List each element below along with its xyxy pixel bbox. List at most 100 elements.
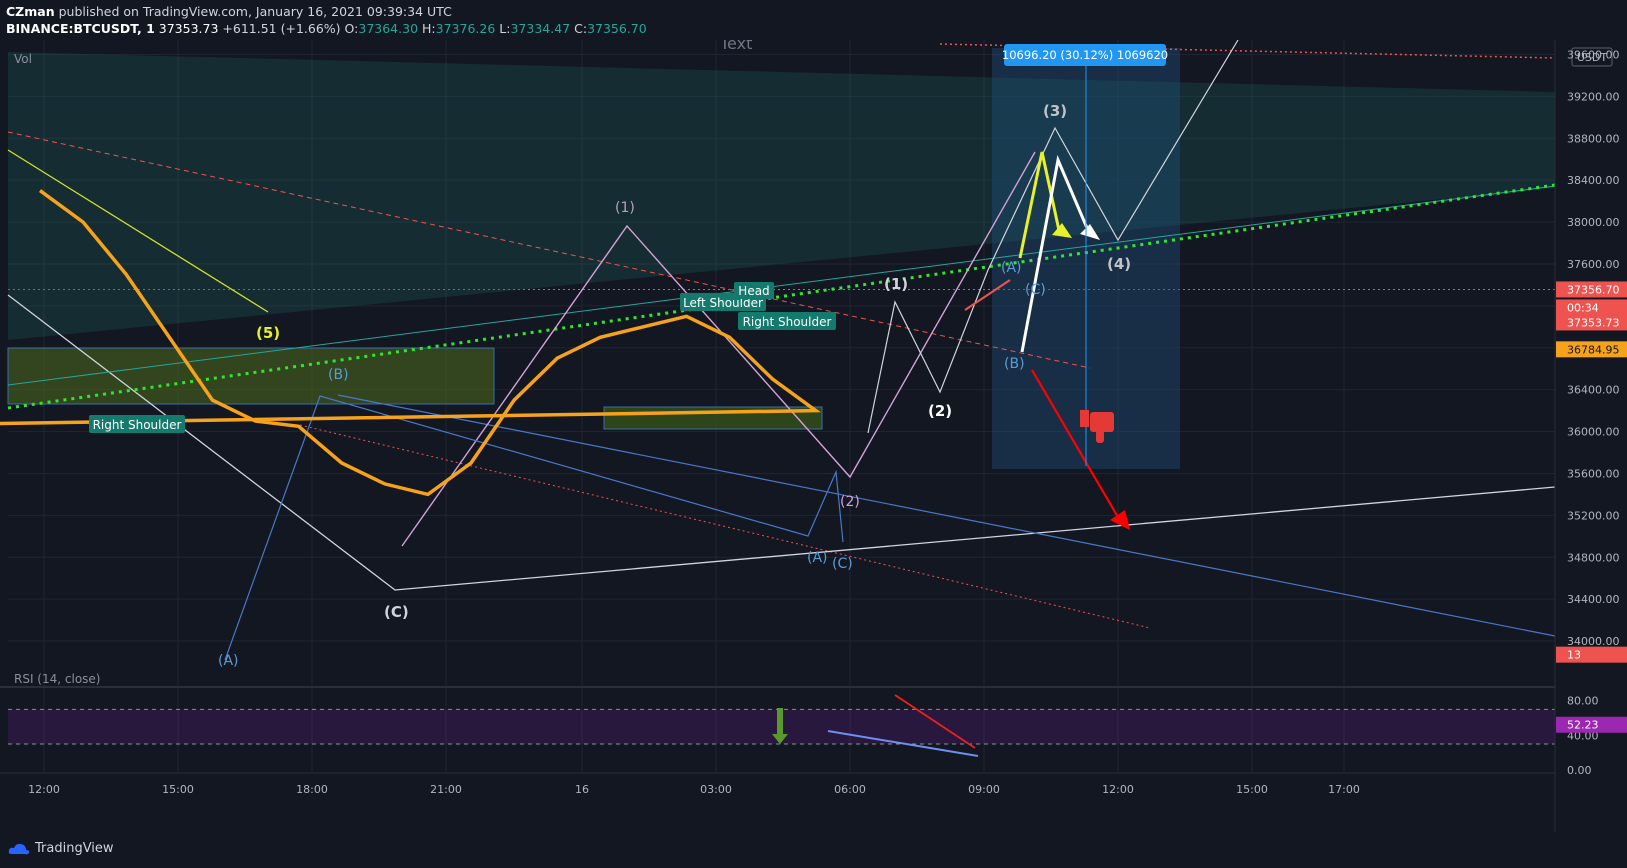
y-tick-label: 34400.00	[1567, 593, 1620, 606]
teal-channel	[7, 185, 1556, 386]
high-label: H:	[422, 21, 436, 36]
rsi-label: RSI (14, close)	[14, 672, 100, 686]
close-value: 37356.70	[587, 21, 647, 36]
price-tag	[1556, 299, 1627, 316]
right-shoulder-mid-tag	[738, 312, 836, 330]
cloud-icon	[8, 843, 30, 854]
right-shoulder-left-text: Right Shoulder	[93, 418, 182, 432]
x-tick-label: 17:00	[1328, 783, 1360, 796]
open-label: O:	[344, 21, 359, 36]
y-tick-label: 34800.00	[1567, 551, 1620, 564]
currency-label: USDT	[1577, 51, 1608, 64]
publish-info: published on TradingView.com, January 16…	[58, 4, 452, 19]
abc-c-low: (C)	[832, 556, 853, 572]
currency-box	[1571, 47, 1613, 67]
white-arrowhead	[1080, 224, 1100, 240]
tradingview-logo[interactable]: TradingView	[8, 841, 114, 856]
wave-1-pink: (1)	[615, 200, 635, 216]
x-tick-label: 16	[575, 783, 589, 796]
volume-label: Vol	[14, 52, 32, 66]
y-tick-label: 34000.00	[1567, 635, 1620, 648]
low-value: 37334.47	[510, 21, 571, 36]
y-tick-label: 37600.00	[1567, 258, 1620, 271]
red-dotted-trend	[299, 424, 1151, 629]
price-tag	[1556, 341, 1627, 358]
y-tick-label: 36400.00	[1567, 384, 1620, 397]
time-axis: 12:00 15:00 18:00 21:00 16 03:00 06:00 09:00 12:…	[0, 772, 1555, 796]
y-tick-label: 35200.00	[1567, 509, 1620, 522]
moving-average-line	[0, 189, 822, 497]
chart-header: CZman published on TradingView.com, Janu…	[0, 0, 1627, 40]
price-change: +611.51 (+1.66%)	[222, 21, 341, 36]
x-tick-label: 15:00	[1236, 783, 1268, 796]
wave-4-white: (4)	[1107, 255, 1131, 273]
red-arrowhead	[1110, 510, 1130, 530]
red-forecast-arrow	[1031, 369, 1123, 525]
symbol[interactable]: BINANCE:BTCUSDT, 1	[6, 21, 155, 36]
white-big-wave	[7, 294, 1556, 591]
rsi-tick-label: 0.00	[1567, 764, 1592, 777]
rsi-pane: RSI (14, close)	[0, 672, 1555, 757]
rsi-tick-label: 80.00	[1567, 695, 1599, 708]
red-dashed-trend	[7, 131, 1091, 369]
red-fan	[964, 279, 1011, 311]
price-tag-text: 00:34	[1567, 301, 1599, 314]
white-forecast-arrow	[1020, 154, 1092, 353]
yellow-forecast-arrow	[1018, 151, 1062, 259]
x-tick-label: 09:00	[968, 783, 1000, 796]
abc-a-right: (A)	[1001, 260, 1022, 276]
wave-5: (5)	[256, 324, 280, 342]
author-name[interactable]: CZman	[6, 4, 55, 19]
rsi-value-tag	[1556, 716, 1627, 733]
abc-c-right: (C)	[1025, 282, 1046, 298]
rsi-value-text: 52.23	[1567, 719, 1599, 732]
left-shoulder-text: Left Shoulder	[683, 296, 763, 310]
publish-line: CZman published on TradingView.com, Janu…	[6, 4, 452, 19]
blue-abc	[224, 395, 844, 661]
wave-c-main: (C)	[384, 603, 409, 621]
head-text: Head	[738, 284, 769, 298]
white-zigzag	[867, 40, 1239, 434]
wave-b-main: (B)	[328, 367, 349, 383]
price-tag-text: 37353.73	[1567, 316, 1620, 329]
y-tick-label: 39600.00	[1567, 48, 1620, 61]
abc-b-right: (B)	[1004, 356, 1025, 372]
abc-a-low: (A)	[807, 550, 828, 566]
wave-2-white: (2)	[928, 402, 952, 420]
rsi-green-arrow	[777, 708, 783, 734]
yellow-arrowhead	[1052, 223, 1072, 238]
price-tag	[1556, 281, 1627, 298]
head-tag	[734, 282, 774, 299]
wave-3-white: (3)	[1043, 102, 1067, 120]
x-tick-label: 03:00	[700, 783, 732, 796]
y-tick-label: 35600.00	[1567, 467, 1620, 480]
close-label: C:	[574, 21, 588, 36]
channel-zone	[8, 52, 1555, 340]
measure-text: 10696.20 (30.12%) 1069620	[1002, 48, 1168, 62]
last-price: 37353.73	[158, 21, 219, 36]
y-tick-label: 36000.00	[1567, 426, 1620, 439]
x-tick-label: 06:00	[834, 783, 866, 796]
price-tag-text: 13	[1567, 649, 1581, 662]
right-shoulder-left-tag	[89, 415, 185, 433]
pink-zigzag	[401, 151, 1036, 547]
axis-bg	[1555, 40, 1627, 832]
price-tag-text: 36784.95	[1567, 343, 1620, 356]
x-tick-label: 21:00	[430, 783, 462, 796]
rsi-divergence-red	[894, 694, 976, 749]
rsi-divergence-blue	[827, 730, 979, 757]
trend-lines	[7, 40, 1556, 661]
right-shoulder-mid-text: Right Shoulder	[743, 315, 832, 329]
measure-tag	[1004, 44, 1166, 66]
y-tick-label: 38800.00	[1567, 132, 1620, 145]
high-value: 37376.26	[435, 21, 496, 36]
x-tick-label: 12:00	[28, 783, 60, 796]
thumbs-down-icon	[1080, 410, 1114, 443]
y-tick-label: 38000.00	[1567, 216, 1620, 229]
open-value: 37364.30	[358, 21, 419, 36]
footer: TradingView	[0, 832, 1627, 868]
price-tag-text: 37356.70	[1567, 283, 1620, 296]
wave-2-pink: (2)	[840, 494, 860, 510]
price-chart[interactable]: Text (5) (B) (C) (A) (1) (2) (1) (2) (3)…	[0, 40, 1627, 832]
price-tag	[1556, 314, 1627, 331]
